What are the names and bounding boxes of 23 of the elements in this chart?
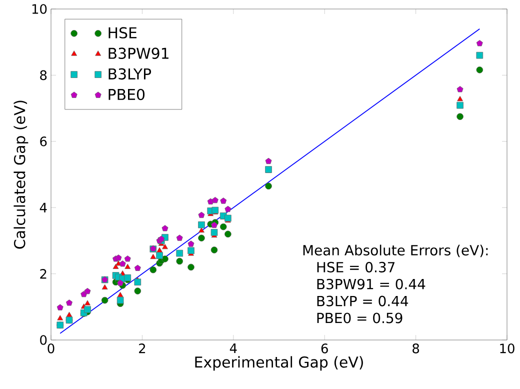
y-tick-label: 10 [32,4,47,14]
x-tick-label: 6 [321,344,328,354]
y-tick-label: 2 [40,268,46,279]
annotation: B3LYP = 0.44 [317,296,408,306]
x-axis-title: Experimental Gap (eV) [195,356,363,371]
x-tick-label: 10 [500,344,514,354]
annotation: Mean Absolute Errors (eV): [303,244,488,258]
x-tick-label: 8 [412,344,420,354]
annotation: PBE0 = 0.59 [317,312,402,324]
y-tick-label: 4 [40,202,47,212]
annotation: B3PW91 = 0.44 [317,278,426,290]
x-tick-label: 0 [48,344,54,354]
annotation: HSE = 0.37 [317,262,395,272]
legend-label: B3LYP [108,68,152,80]
legend-label: HSE [108,27,136,38]
y-tick-label: 8 [40,70,47,80]
x-tick-label: 2 [139,344,146,354]
legend-label: PBE0 [108,88,145,100]
legend-label: B3PW91 [108,48,168,59]
y-tick-label: 0 [40,335,47,345]
x-tick-label: 4 [230,344,237,353]
y-axis-title: Calculated Gap (eV) [14,100,28,249]
y-tick-label: 6 [40,136,47,146]
